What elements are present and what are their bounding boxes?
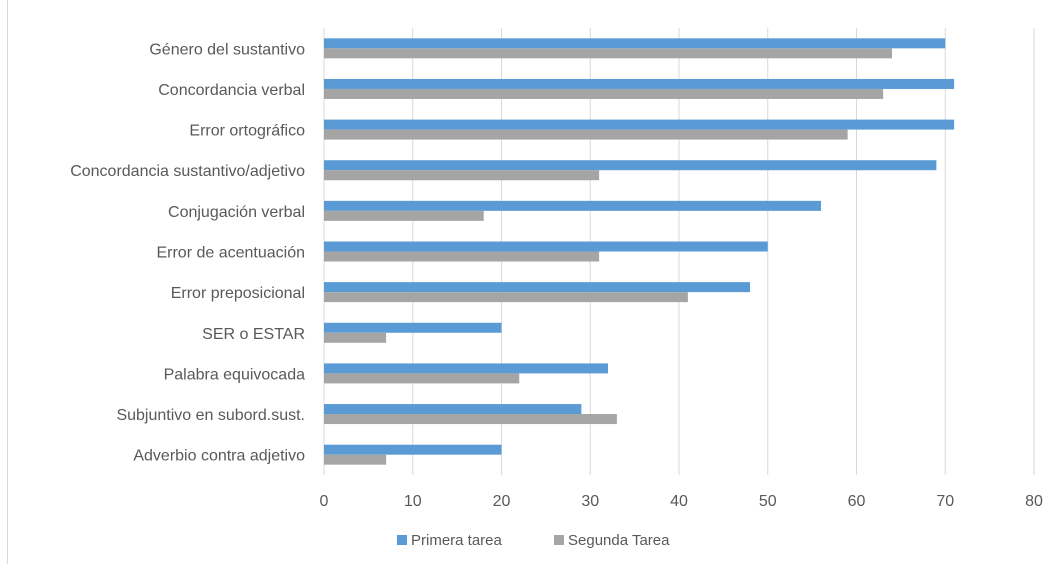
x-tick-label: 30 (581, 493, 599, 510)
bar-primera-tarea (324, 78, 955, 89)
category-label: Género del sustantivo (149, 41, 305, 58)
category-labels: Género del sustantivo Concordancia verbal… (70, 41, 305, 464)
bar-segunda-tarea (324, 129, 848, 140)
category-label: Error de acentuación (156, 245, 305, 262)
bar-primera-tarea (324, 444, 502, 455)
bar-segunda-tarea (324, 454, 387, 465)
bar-segunda-tarea (324, 170, 600, 181)
bar-primera-tarea (324, 38, 946, 49)
x-tick-label: 70 (936, 493, 954, 510)
bar-primera-tarea (324, 241, 768, 252)
x-tick-label: 60 (848, 493, 866, 510)
legend-label: Segunda Tarea (568, 532, 670, 549)
bar-segunda-tarea (324, 292, 688, 303)
bar-primera-tarea (324, 363, 608, 374)
bar-segunda-tarea (324, 210, 484, 221)
category-label: Adverbio contra adjetivo (133, 448, 305, 465)
category-label: Concordancia sustantivo/adjetivo (70, 163, 305, 180)
x-axis-ticks: 0 10 20 30 40 50 60 70 80 (320, 493, 1043, 510)
bar-primera-tarea (324, 119, 955, 130)
x-tick-label: 40 (670, 493, 688, 510)
category-label: Palabra equivocada (164, 366, 306, 383)
legend-swatch (554, 535, 564, 545)
legend-swatch (397, 535, 407, 545)
x-tick-label: 0 (320, 493, 329, 510)
category-label: SER o ESTAR (202, 326, 305, 343)
bar-segunda-tarea (324, 48, 892, 59)
bar-segunda-tarea (324, 251, 600, 262)
x-tick-label: 10 (404, 493, 422, 510)
x-tick-label: 80 (1025, 493, 1043, 510)
x-tick-label: 50 (759, 493, 777, 510)
legend-label: Primera tarea (411, 532, 503, 549)
bar-segunda-tarea (324, 414, 617, 425)
frame-border (7, 0, 8, 564)
bar-segunda-tarea (324, 373, 520, 384)
bar-segunda-tarea (324, 332, 387, 343)
bar-segunda-tarea (324, 88, 884, 99)
category-label: Subjuntivo en subord.sust. (116, 407, 305, 424)
category-label: Error preposicional (171, 285, 305, 302)
category-label: Concordancia verbal (158, 82, 305, 99)
bars (324, 38, 955, 465)
bar-primera-tarea (324, 282, 750, 293)
category-label: Error ortográfico (189, 123, 305, 140)
category-label: Conjugación verbal (168, 204, 305, 221)
bar-primera-tarea (324, 404, 582, 415)
bar-primera-tarea (324, 160, 937, 171)
bar-primera-tarea (324, 200, 821, 211)
legend: Primera tarea Segunda Tarea (397, 532, 670, 549)
bar-primera-tarea (324, 322, 502, 333)
x-tick-label: 20 (493, 493, 511, 510)
